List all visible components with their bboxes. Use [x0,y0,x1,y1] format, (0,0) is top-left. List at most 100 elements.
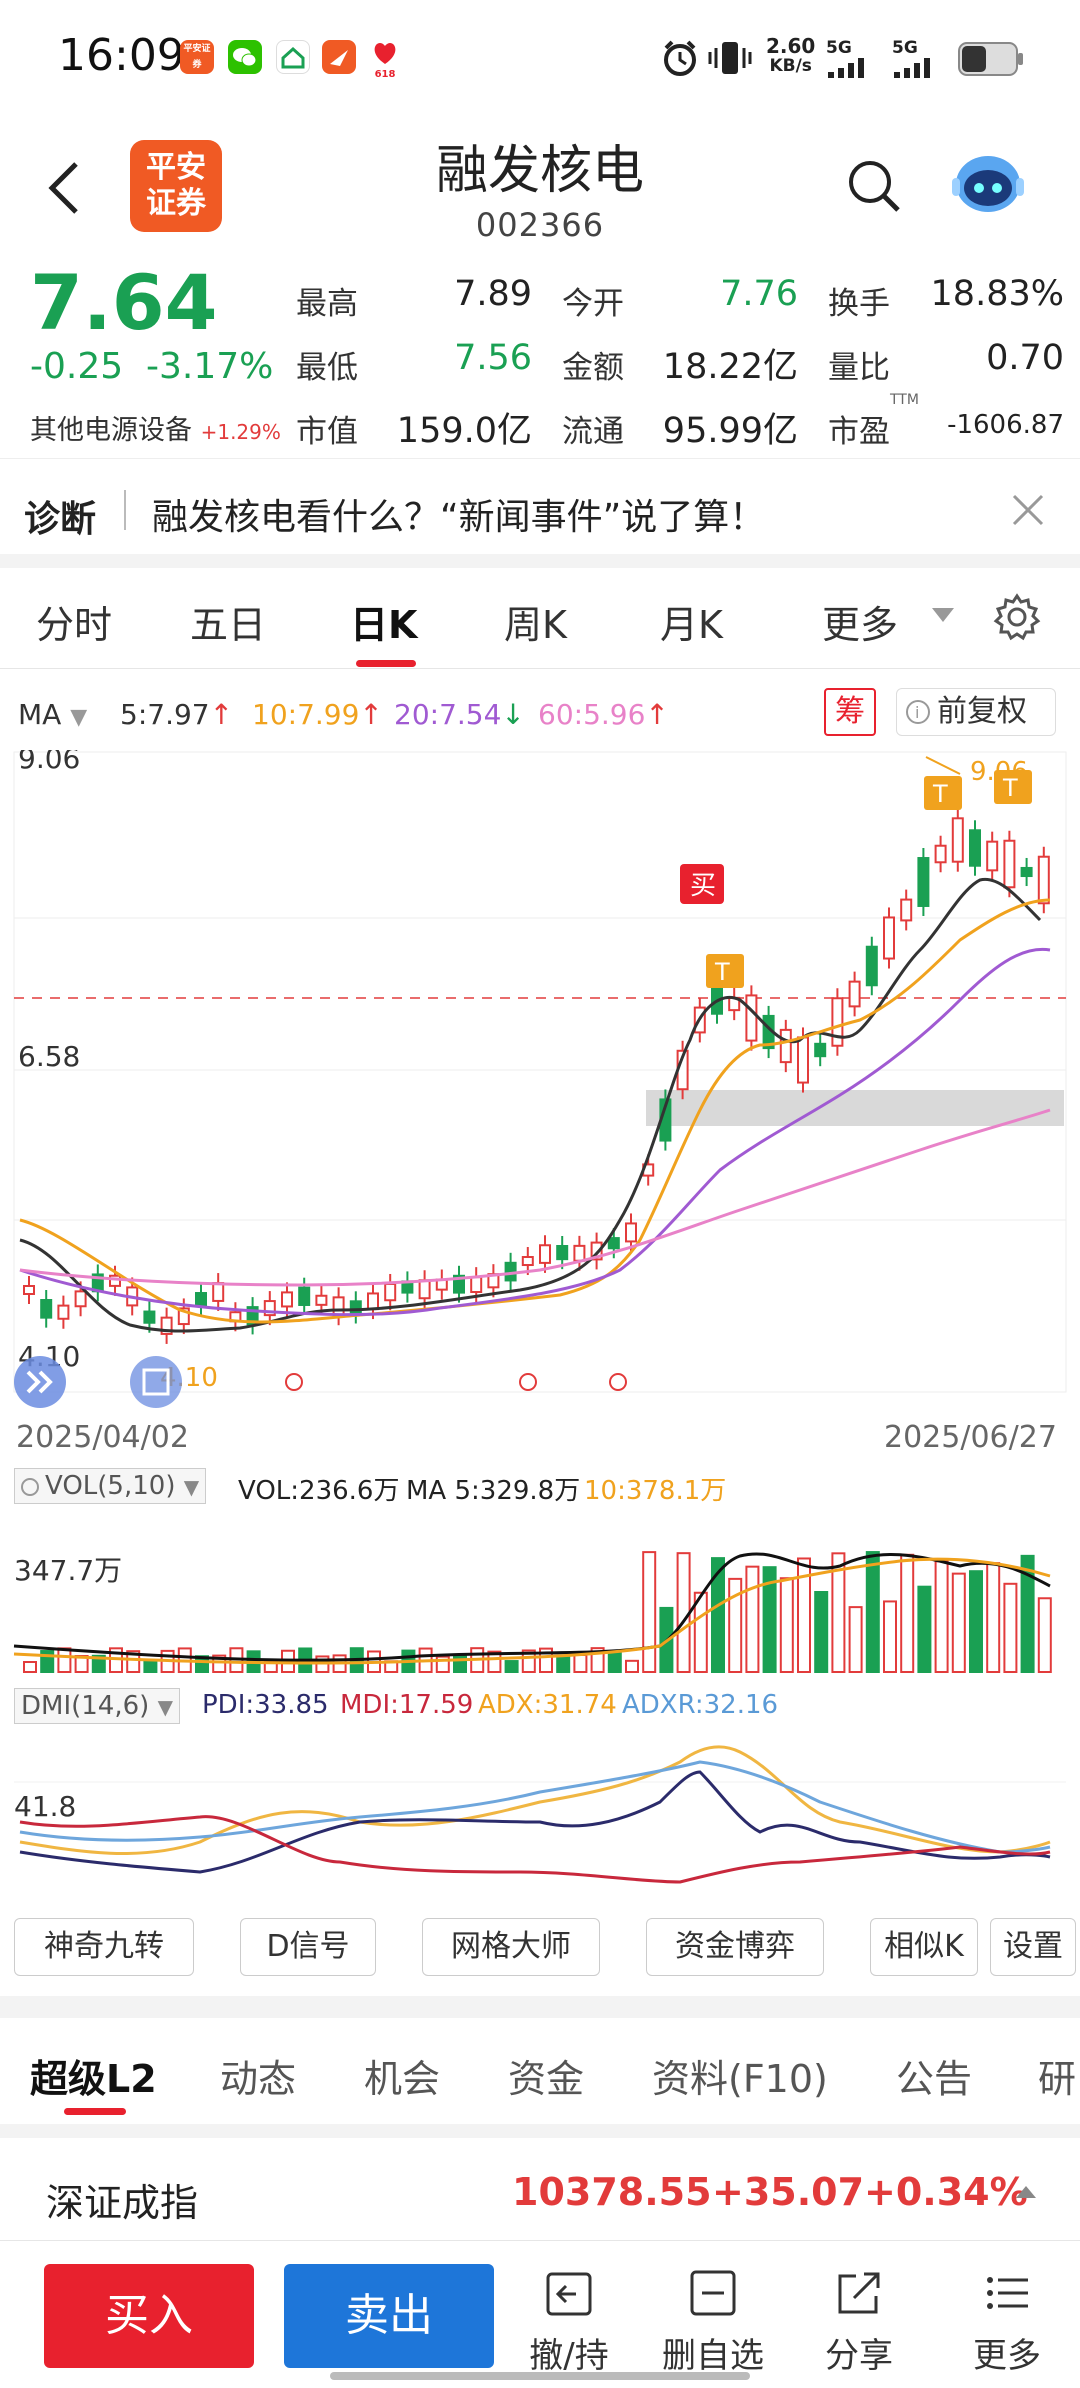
back-icon[interactable] [44,158,84,218]
tab-opportunity[interactable]: 机会 [364,2057,441,2101]
candle [934,844,947,864]
candle [23,1285,35,1295]
volume-bar [969,1570,983,1673]
volume-bar [900,1553,915,1674]
fund-game-button[interactable]: 资金博弈 [646,1918,824,1976]
section-gap [0,1996,1080,2018]
vol-selector[interactable]: VOL(5,10) ▼ [14,1468,207,1504]
index-name[interactable]: 深证成指 [46,2181,199,2225]
volume-bar [23,1661,37,1673]
chevron-down-icon[interactable] [930,606,956,628]
gear-icon[interactable] [992,592,1042,646]
candle [883,916,895,960]
tab-f10[interactable]: 资料(F10) [652,2057,828,2101]
tab-super-l2[interactable]: 超级L2 [30,2057,157,2101]
tab-weekly-k[interactable]: 周K [504,603,567,647]
grid-master-button[interactable]: 网格大师 [422,1918,600,1976]
svg-text:i: i [915,703,919,722]
volume-bar [711,1557,725,1674]
vol-ma5: MA 5:329.8万 [406,1476,581,1506]
settings-button[interactable]: 设置 [990,1918,1076,1976]
candle [57,1304,70,1320]
more-button[interactable]: 更多 [952,2268,1062,2377]
candle [969,829,981,867]
tab-news[interactable]: 动态 [220,2057,297,2101]
remove-favorite-button[interactable]: 删自选 [658,2268,768,2377]
home-app-icon [276,40,310,74]
candle [745,994,758,1042]
tab-fund[interactable]: 资金 [508,2057,585,2101]
magic-nine-button[interactable]: 神奇九转 [14,1918,194,1976]
candle [298,1286,311,1306]
candle [831,997,844,1047]
candle [315,1294,328,1306]
tab-more[interactable]: 更多 [822,603,899,647]
dmi-chart[interactable]: 41.8 [0,1722,1080,1902]
volume-bar [814,1591,829,1673]
volume-bar [831,1552,846,1673]
volume-bar [762,1566,777,1674]
volume-chart[interactable]: 347.7万 [0,1506,1080,1678]
event-star-icon[interactable] [609,1373,627,1391]
tab-intraday[interactable]: 分时 [36,603,113,647]
sell-button[interactable]: 卖出 [284,2264,494,2368]
diagnosis-bar[interactable] [0,458,1080,554]
current-price: 7.64 [30,258,218,347]
field-value-amount: 18.22亿 [662,347,798,387]
d-signal-button[interactable]: D信号 [240,1918,376,1976]
dmi-selector[interactable]: DMI(14,6) ▼ [14,1688,180,1724]
ma60-line [19,1108,1051,1287]
field-label-pe: 市盈 [828,414,890,450]
volume-bar [453,1654,467,1673]
volume-bar [1037,1597,1052,1673]
volume-bar [625,1659,639,1673]
ma-selector[interactable]: MA ▼ [18,698,88,731]
sector-label[interactable]: 其他电源设备 +1.29% [30,415,281,446]
tab-daily-k[interactable]: 日K [350,603,418,647]
adjust-button[interactable]: i 前复权 [896,688,1056,736]
close-icon[interactable] [1008,490,1048,530]
share-button[interactable]: 分享 [804,2268,914,2377]
field-value-pe: -1606.87 [947,410,1064,440]
cancel-hold-button[interactable]: 撤/持 [514,2268,624,2377]
cancel-hold-icon [546,2272,592,2316]
volume-bar [986,1562,1001,1673]
expand-icon[interactable] [14,1356,66,1408]
event-star-icon[interactable] [285,1373,303,1391]
svg-text:T: T [714,958,730,986]
tab-research[interactable]: 研 [1038,2057,1077,2101]
vol-value: VOL:236.6万 [238,1476,400,1506]
ma10-line [19,898,1051,1324]
tab-announcement[interactable]: 公告 [896,2057,973,2101]
expand-up-icon[interactable] [1014,2184,1038,2204]
y-tick-high: 9.06 [18,750,80,775]
buy-button[interactable]: 买入 [44,2264,254,2368]
index-change: +35.07 [712,2170,865,2214]
candle [797,1036,809,1084]
range-icon[interactable] [130,1356,182,1408]
net-speed: 2.60 KB/s [766,34,816,76]
candle [865,945,878,987]
kline-chart[interactable]: 9.06 9.06 6.58 4.10 4.10 买 T T T [0,750,1080,1410]
robot-assistant-icon[interactable] [950,148,1026,218]
similar-k-button[interactable]: 相似K [870,1918,978,1976]
signal-icon-1: 5G [826,38,872,82]
tab-five-day[interactable]: 五日 [190,603,267,647]
ma10-value: 10:7.99↑ [252,698,383,731]
candle [212,1282,225,1302]
y-tick-mid: 6.58 [18,1040,80,1073]
index-value: 10378.55 [512,2170,712,2214]
x-start-date: 2025/04/02 [16,1420,189,1455]
pingan-securities-icon: 平安证券 [180,40,214,74]
share-icon [838,2272,880,2314]
field-label-amount: 金额 [562,350,624,386]
chip-distribution-button[interactable]: 筹 [824,688,876,736]
candle [951,817,964,863]
tab-monthly-k[interactable]: 月K [660,603,723,647]
ma20-value: 20:7.54↓ [394,698,525,731]
candle [1020,866,1033,878]
candle [263,1300,276,1317]
search-icon[interactable] [846,158,902,214]
diagnosis-text[interactable]: 融发核电看什么？“新闻事件”说了算！ [152,497,766,538]
event-star-icon[interactable] [519,1373,537,1391]
